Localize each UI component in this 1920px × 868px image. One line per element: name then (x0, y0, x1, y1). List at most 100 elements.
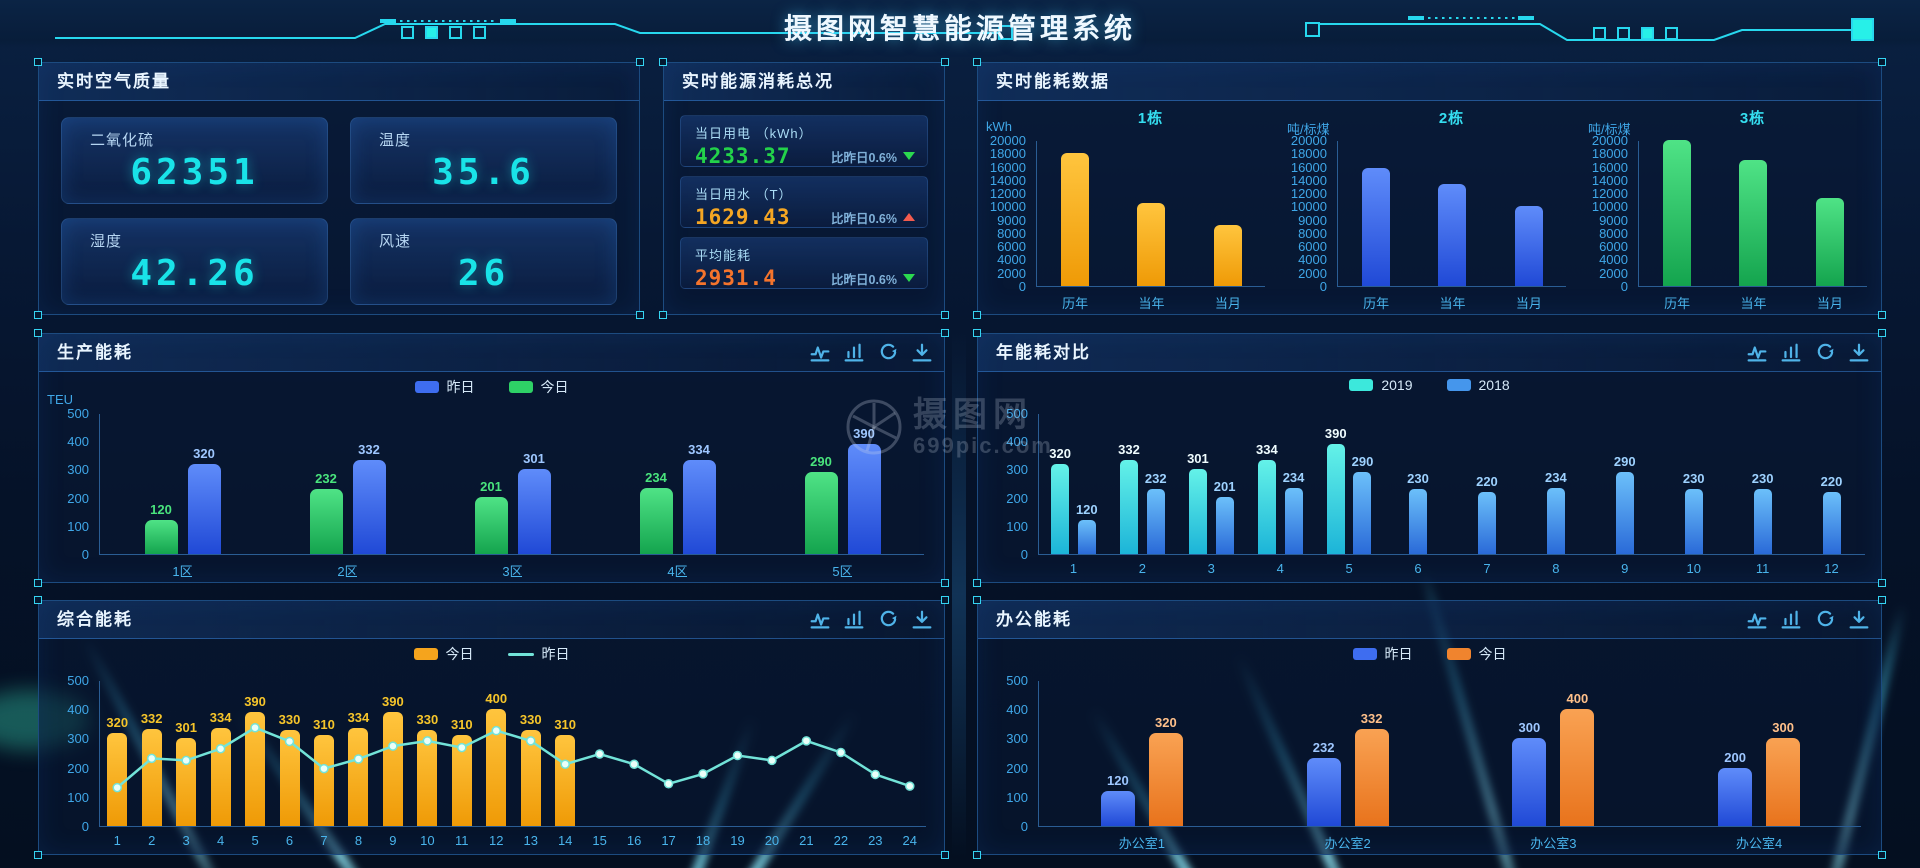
y-axis-tick: 8000 (1298, 225, 1327, 241)
y-axis-tick: 4000 (1599, 252, 1628, 268)
bar-series (1546, 488, 1565, 554)
stat-card-temperature: 温度 35.6 (350, 117, 617, 204)
y-axis-tick: 0 (1020, 819, 1028, 834)
y-axis-tick: 500 (67, 673, 89, 688)
bar-series (555, 735, 576, 826)
bar-unit: 320 (187, 446, 221, 554)
corner-marker (636, 311, 644, 319)
summary-compare: 比昨日0.6% (831, 147, 915, 166)
legend-label: 今日 (540, 379, 569, 395)
download-icon[interactable] (912, 609, 932, 629)
legend-label: 今日 (445, 646, 474, 662)
line-chart-icon[interactable] (1747, 342, 1767, 362)
legend-item[interactable]: 昨日 (1352, 644, 1413, 664)
x-axis-label: 办公室4 (1736, 836, 1783, 851)
bar-series (639, 488, 673, 554)
y-axis-tick: 400 (67, 434, 89, 450)
summary-item-average: 平均能耗 2931.4 比昨日0.6% (680, 237, 928, 290)
bar-unit: 200 (1718, 750, 1753, 826)
x-axis-label: 当年 (1138, 296, 1165, 311)
legend-item[interactable]: 2019 (1349, 377, 1413, 393)
bar-value-label: 332 (1360, 711, 1383, 727)
legend-item[interactable]: 昨日 (507, 644, 570, 664)
refresh-icon[interactable] (1815, 609, 1835, 629)
legend-item[interactable]: 今日 (413, 644, 474, 664)
bar-chart-icon[interactable] (1781, 342, 1801, 362)
legend-item[interactable]: 今日 (508, 377, 569, 397)
bar-group: 290 390 (760, 414, 925, 554)
bar-unit: 120 (1076, 502, 1098, 554)
corner-marker (973, 329, 981, 337)
refresh-icon[interactable] (878, 609, 898, 629)
y-axis-tick: 300 (1006, 731, 1028, 747)
bar-unit: 220 (1821, 474, 1842, 554)
download-icon[interactable] (1849, 609, 1869, 629)
legend-item[interactable]: 今日 (1446, 644, 1507, 664)
bar-value-label: 220 (1476, 473, 1498, 489)
bar-value-label: 232 (1312, 740, 1335, 756)
download-icon[interactable] (912, 342, 932, 362)
bar-group (1491, 141, 1567, 286)
y-axis-tick: 14000 (1290, 172, 1327, 188)
panel-realtime-energy-header: 实时能耗数据 (978, 63, 1881, 101)
stat-label: 风速 (379, 233, 412, 250)
trend-arrow-icon (903, 274, 915, 282)
y-axis-tick: 200 (1006, 760, 1028, 776)
bar-value-label: 300 (1518, 720, 1541, 736)
legend-item[interactable]: 2018 (1446, 377, 1510, 393)
x-axis-label: 12 (489, 833, 504, 848)
y-axis-tick: 500 (1006, 673, 1028, 688)
y-axis-tick: 500 (67, 406, 89, 421)
bar-series (1684, 489, 1703, 554)
x-axis-label: 5 (251, 833, 259, 848)
corner-marker (941, 596, 949, 604)
x-axis-label: 8 (1552, 561, 1560, 576)
line-chart-icon[interactable] (1747, 609, 1767, 629)
bar-series (187, 463, 221, 554)
summary-item-water: 当日用水 （T） 1629.43 比昨日0.6% (680, 176, 928, 229)
bar-unit: 234 (1283, 470, 1304, 554)
panel-energy-summary-header: 实时能源消耗总况 (664, 63, 944, 101)
bar-value-label: 330 (416, 711, 439, 727)
x-axis-label: 当月 (1816, 296, 1843, 311)
bar-chart-icon[interactable] (1781, 609, 1801, 629)
download-icon[interactable] (1849, 342, 1869, 362)
bar-group: 310 (548, 681, 582, 826)
legend-label: 2018 (1478, 377, 1510, 393)
legend-item[interactable]: 昨日 (414, 377, 475, 397)
bar-group: 232 332 (1245, 681, 1451, 826)
bar-group: 290 (1590, 414, 1659, 554)
line-point (836, 747, 846, 758)
panel-comprehensive-energy-header: 综合能耗 (39, 601, 944, 639)
x-axis-label: 办公室3 (1530, 836, 1577, 851)
x-axis-label: 19 (730, 833, 745, 848)
bar-unit: 332 (352, 442, 386, 554)
line-point (491, 725, 502, 736)
line-chart-icon[interactable] (810, 342, 830, 362)
bar-group (1113, 141, 1189, 286)
x-axis-label: 4区 (667, 564, 688, 579)
y-axis-tick: 18000 (989, 146, 1026, 162)
bar-value-label: 400 (1566, 691, 1589, 707)
line-chart-icon[interactable] (810, 609, 830, 629)
refresh-icon[interactable] (878, 342, 898, 362)
bar-group: 220 (1453, 414, 1522, 554)
bar-chart-icon[interactable] (844, 609, 864, 629)
refresh-icon[interactable] (1815, 342, 1835, 362)
panel-production-energy-header: 生产能耗 (39, 334, 944, 372)
bar-unit: 234 (639, 470, 673, 554)
bar-unit (1213, 224, 1242, 286)
y-axis-tick: 20000 (1591, 133, 1628, 148)
y-axis-tick: 12000 (1591, 186, 1628, 202)
bar-group: 400 (479, 681, 513, 826)
bar-series (1514, 205, 1543, 286)
bar-chart-icon[interactable] (844, 342, 864, 362)
panel-air-quality-header: 实时空气质量 (39, 63, 639, 101)
corner-marker (941, 58, 949, 66)
page-title: 摄图网智慧能源管理系统 (783, 13, 1136, 44)
bar-series (1753, 489, 1772, 554)
bar-group: 220 (1797, 414, 1866, 554)
bar-series (1512, 738, 1547, 826)
line-point (870, 769, 881, 780)
bar-unit (1815, 198, 1844, 286)
